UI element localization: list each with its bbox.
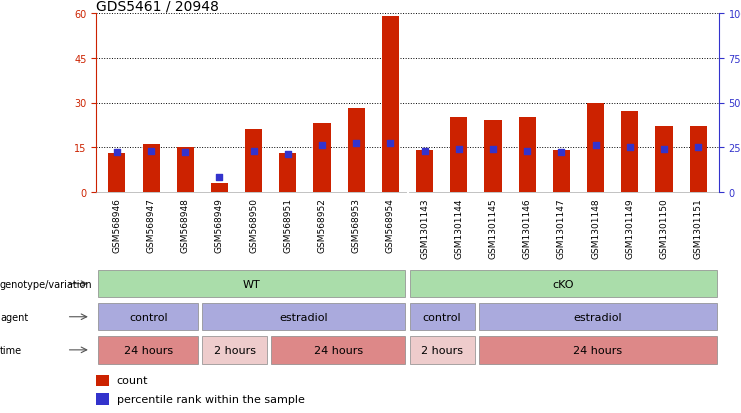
Text: estradiol: estradiol xyxy=(279,312,328,322)
Bar xyxy=(245,130,262,192)
FancyBboxPatch shape xyxy=(271,336,405,364)
Bar xyxy=(279,154,296,192)
Text: GSM568954: GSM568954 xyxy=(386,198,395,253)
Bar xyxy=(587,103,604,192)
Point xyxy=(179,150,191,156)
Text: WT: WT xyxy=(243,279,261,289)
Point xyxy=(316,142,328,149)
Bar xyxy=(176,147,194,192)
Bar xyxy=(553,151,570,192)
Bar xyxy=(656,127,673,192)
Text: GSM1301151: GSM1301151 xyxy=(694,198,702,259)
Text: GSM1301146: GSM1301146 xyxy=(522,198,532,259)
Bar xyxy=(142,145,159,192)
Bar xyxy=(690,127,707,192)
Bar xyxy=(416,151,433,192)
Text: 24 hours: 24 hours xyxy=(574,345,622,355)
Text: GSM1301143: GSM1301143 xyxy=(420,198,429,259)
Text: count: count xyxy=(117,375,148,385)
Text: 24 hours: 24 hours xyxy=(124,345,173,355)
Bar xyxy=(485,121,502,192)
Text: GDS5461 / 20948: GDS5461 / 20948 xyxy=(96,0,219,13)
FancyBboxPatch shape xyxy=(410,336,475,364)
Bar xyxy=(96,393,110,405)
Text: GSM568949: GSM568949 xyxy=(215,198,224,253)
FancyBboxPatch shape xyxy=(479,303,717,330)
Bar xyxy=(451,118,468,192)
Text: GSM568947: GSM568947 xyxy=(147,198,156,253)
Text: time: time xyxy=(0,345,22,355)
Text: GSM1301144: GSM1301144 xyxy=(454,198,463,259)
Text: GSM568951: GSM568951 xyxy=(283,198,293,253)
Text: GSM1301147: GSM1301147 xyxy=(557,198,566,259)
Text: GSM568952: GSM568952 xyxy=(318,198,327,253)
Text: control: control xyxy=(129,312,167,322)
FancyBboxPatch shape xyxy=(99,270,405,297)
Bar xyxy=(348,109,365,192)
Text: 2 hours: 2 hours xyxy=(421,345,463,355)
Point xyxy=(658,146,670,153)
FancyBboxPatch shape xyxy=(202,336,268,364)
Point xyxy=(453,146,465,153)
Text: genotype/variation: genotype/variation xyxy=(0,279,93,289)
FancyBboxPatch shape xyxy=(479,336,717,364)
Bar xyxy=(313,124,330,192)
Text: GSM1301145: GSM1301145 xyxy=(488,198,497,259)
Text: estradiol: estradiol xyxy=(574,312,622,322)
Point xyxy=(556,150,568,156)
FancyBboxPatch shape xyxy=(99,303,198,330)
Text: GSM1301150: GSM1301150 xyxy=(659,198,668,259)
Text: GSM1301149: GSM1301149 xyxy=(625,198,634,259)
Bar xyxy=(96,375,110,386)
Text: 2 hours: 2 hours xyxy=(213,345,256,355)
Bar xyxy=(382,17,399,192)
Text: 24 hours: 24 hours xyxy=(314,345,363,355)
FancyBboxPatch shape xyxy=(410,303,475,330)
Text: GSM568948: GSM568948 xyxy=(181,198,190,253)
Bar xyxy=(519,118,536,192)
Point xyxy=(247,148,259,154)
Text: control: control xyxy=(423,312,462,322)
Text: GSM568946: GSM568946 xyxy=(113,198,122,253)
Point xyxy=(590,142,602,149)
Point xyxy=(145,148,157,154)
Bar xyxy=(108,154,125,192)
Text: GSM568950: GSM568950 xyxy=(249,198,258,253)
Text: agent: agent xyxy=(0,312,28,322)
FancyBboxPatch shape xyxy=(410,270,717,297)
Point xyxy=(111,150,123,156)
Text: GSM1301148: GSM1301148 xyxy=(591,198,600,259)
Text: GSM568953: GSM568953 xyxy=(352,198,361,253)
Bar xyxy=(621,112,639,192)
Bar xyxy=(211,183,228,192)
Text: cKO: cKO xyxy=(552,279,574,289)
Point xyxy=(213,175,225,181)
FancyBboxPatch shape xyxy=(99,336,198,364)
Point xyxy=(522,148,534,154)
Point xyxy=(419,148,431,154)
Point xyxy=(350,141,362,147)
Text: percentile rank within the sample: percentile rank within the sample xyxy=(117,394,305,404)
Point xyxy=(487,146,499,153)
Point xyxy=(282,152,293,158)
Point xyxy=(385,141,396,147)
Point xyxy=(624,144,636,151)
FancyBboxPatch shape xyxy=(202,303,405,330)
Point xyxy=(692,144,704,151)
